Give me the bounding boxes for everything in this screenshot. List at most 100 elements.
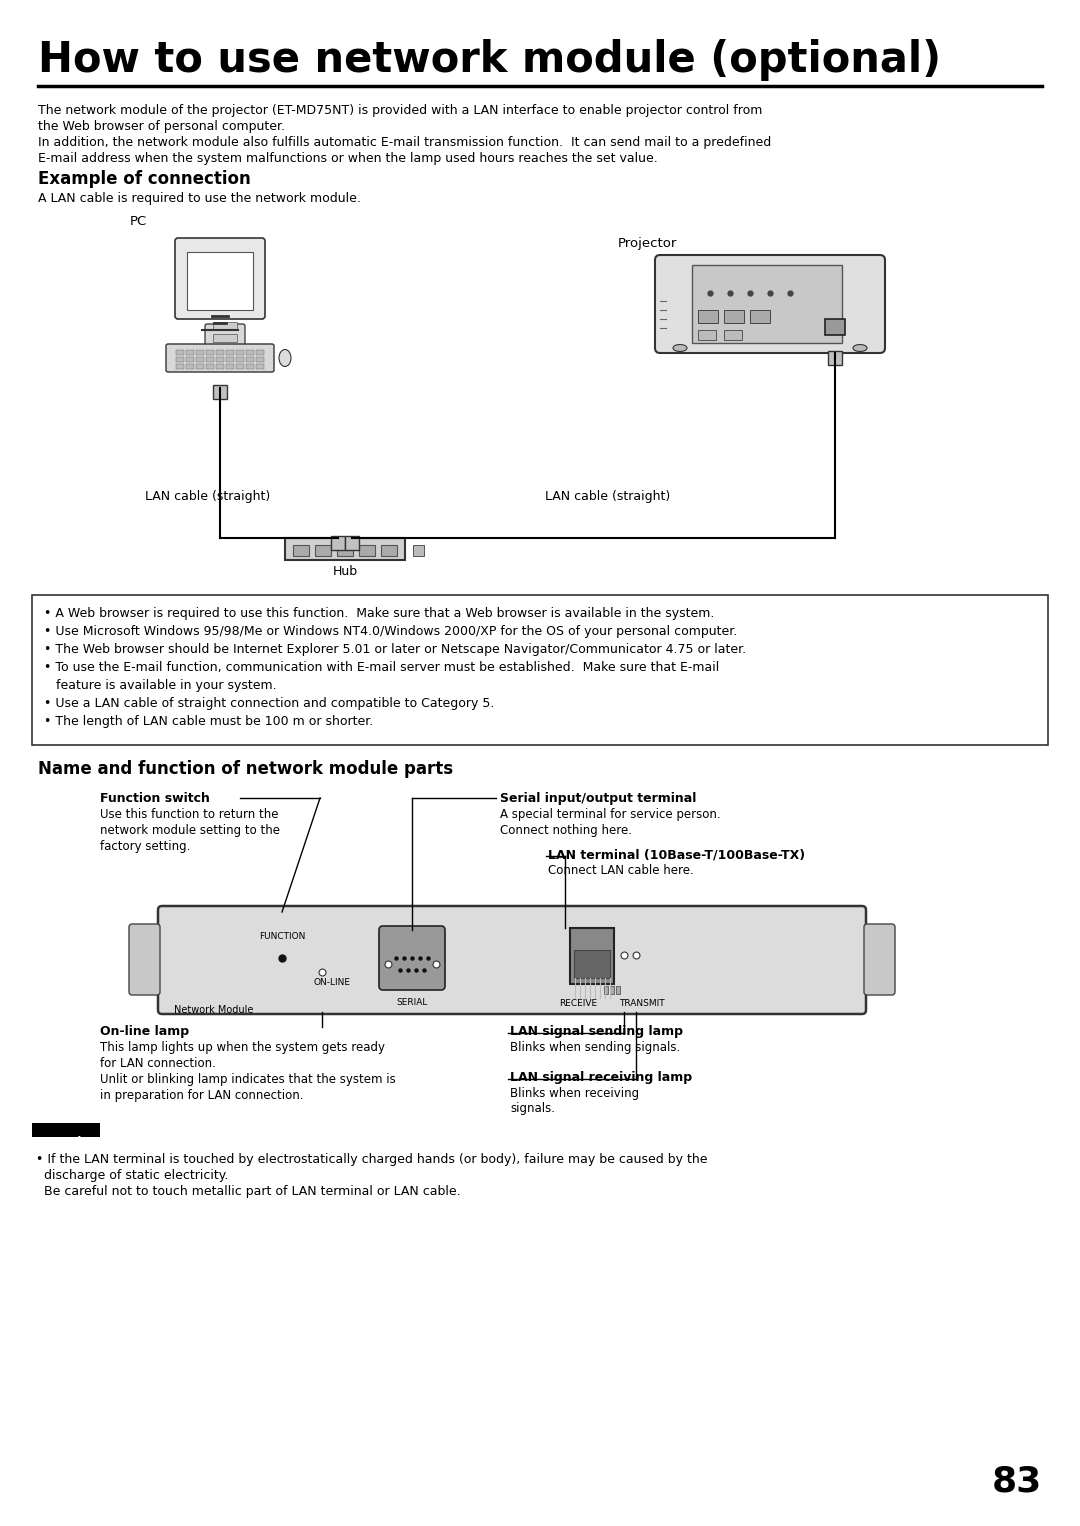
Text: A special terminal for service person.: A special terminal for service person. [500, 807, 720, 821]
Bar [226, 365, 234, 369]
Text: • Use a LAN cable of straight connection and compatible to Category 5.: • Use a LAN cable of straight connection… [44, 697, 495, 710]
Text: Use this function to return the: Use this function to return the [100, 807, 279, 821]
Bar [570, 928, 615, 984]
Bar [216, 365, 224, 369]
Bar [573, 951, 610, 978]
Bar [256, 365, 264, 369]
Text: Connect LAN cable here.: Connect LAN cable here. [548, 864, 693, 877]
Text: LAN terminal (10Base-T/100Base-TX): LAN terminal (10Base-T/100Base-TX) [548, 848, 805, 861]
Text: Blinks when sending signals.: Blinks when sending signals. [510, 1041, 680, 1054]
Bar [724, 310, 744, 324]
Bar [226, 349, 234, 356]
Text: • Use Microsoft Windows 95/98/Me or Windows NT4.0/Windows 2000/XP for the OS of : • Use Microsoft Windows 95/98/Me or Wind… [44, 626, 738, 638]
Text: Unlit or blinking lamp indicates that the system is: Unlit or blinking lamp indicates that th… [100, 1073, 395, 1087]
Bar [206, 365, 214, 369]
Bar [616, 986, 620, 993]
Bar [186, 357, 194, 362]
Text: 83: 83 [991, 1463, 1042, 1499]
Bar [381, 545, 397, 555]
Text: Hub: Hub [333, 565, 359, 578]
Text: How to use network module (optional): How to use network module (optional) [38, 40, 941, 81]
FancyBboxPatch shape [864, 925, 895, 995]
Bar [256, 349, 264, 356]
FancyBboxPatch shape [166, 343, 274, 372]
Bar [330, 536, 345, 549]
Bar [237, 357, 244, 362]
Bar [256, 357, 264, 362]
Bar [246, 349, 254, 356]
Bar [195, 349, 204, 356]
Bar [226, 357, 234, 362]
Text: Network Module: Network Module [174, 1006, 254, 1015]
Text: PC: PC [130, 215, 147, 227]
Bar [285, 539, 405, 560]
Text: for LAN connection.: for LAN connection. [100, 1058, 216, 1070]
Bar [206, 357, 214, 362]
Bar [237, 365, 244, 369]
Ellipse shape [853, 345, 867, 351]
Bar [604, 986, 608, 993]
Text: TRANSMIT: TRANSMIT [619, 1000, 665, 1009]
Text: A LAN cable is required to use the network module.: A LAN cable is required to use the netwo… [38, 192, 361, 204]
Bar [610, 986, 615, 993]
Bar [698, 310, 718, 324]
FancyBboxPatch shape [654, 255, 885, 353]
Text: LAN cable (straight): LAN cable (straight) [545, 490, 671, 504]
Text: signals.: signals. [510, 1102, 555, 1116]
Text: Projector: Projector [618, 237, 677, 250]
Bar [413, 545, 424, 555]
Bar [237, 349, 244, 356]
Bar [337, 545, 353, 555]
Bar [186, 365, 194, 369]
Text: • A Web browser is required to use this function.  Make sure that a Web browser : • A Web browser is required to use this … [44, 607, 714, 620]
Text: • The length of LAN cable must be 100 m or shorter.: • The length of LAN cable must be 100 m … [44, 716, 374, 728]
Bar [293, 545, 309, 555]
Text: feature is available in your system.: feature is available in your system. [44, 679, 276, 691]
Text: in preparation for LAN connection.: in preparation for LAN connection. [100, 1090, 303, 1102]
Ellipse shape [673, 345, 687, 351]
Text: Blinks when receiving: Blinks when receiving [510, 1087, 639, 1100]
Text: • The Web browser should be Internet Explorer 5.01 or later or Netscape Navigato: • The Web browser should be Internet Exp… [44, 642, 746, 656]
Text: Function switch: Function switch [100, 792, 210, 806]
Text: Example of connection: Example of connection [38, 169, 251, 188]
Text: FUNCTION: FUNCTION [259, 932, 306, 942]
Bar [345, 536, 359, 549]
Bar [246, 357, 254, 362]
Text: discharge of static electricity.: discharge of static electricity. [36, 1169, 228, 1183]
Bar [176, 357, 184, 362]
FancyBboxPatch shape [129, 925, 160, 995]
Text: Attention: Attention [36, 1135, 98, 1149]
Text: The network module of the projector (ET-MD75NT) is provided with a LAN interface: The network module of the projector (ET-… [38, 104, 762, 118]
Bar [216, 349, 224, 356]
Text: network module setting to the: network module setting to the [100, 824, 280, 836]
Bar [195, 365, 204, 369]
Bar [213, 322, 237, 330]
Bar [750, 310, 770, 324]
Bar [195, 357, 204, 362]
Text: RECEIVE: RECEIVE [559, 1000, 597, 1009]
Bar [724, 330, 742, 340]
Text: Serial input/output terminal: Serial input/output terminal [500, 792, 697, 806]
Bar [315, 545, 330, 555]
FancyBboxPatch shape [205, 324, 245, 359]
Bar [828, 351, 842, 365]
Text: Be careful not to touch metallic part of LAN terminal or LAN cable.: Be careful not to touch metallic part of… [36, 1186, 461, 1198]
Bar [698, 330, 716, 340]
Text: • If the LAN terminal is touched by electrostatically charged hands (or body), f: • If the LAN terminal is touched by elec… [36, 1154, 707, 1166]
Bar [359, 545, 375, 555]
Text: LAN signal receiving lamp: LAN signal receiving lamp [510, 1071, 692, 1083]
Text: SERIAL: SERIAL [396, 998, 428, 1007]
Bar [216, 357, 224, 362]
Bar [213, 385, 227, 398]
Text: LAN cable (straight): LAN cable (straight) [145, 490, 270, 504]
Bar [32, 595, 1048, 745]
Bar [825, 319, 845, 336]
FancyBboxPatch shape [158, 906, 866, 1013]
Bar [176, 349, 184, 356]
Text: On-line lamp: On-line lamp [100, 1025, 189, 1038]
Text: Connect nothing here.: Connect nothing here. [500, 824, 632, 836]
Bar [213, 334, 237, 342]
Ellipse shape [279, 349, 291, 366]
FancyBboxPatch shape [379, 926, 445, 990]
Bar [32, 1123, 100, 1137]
